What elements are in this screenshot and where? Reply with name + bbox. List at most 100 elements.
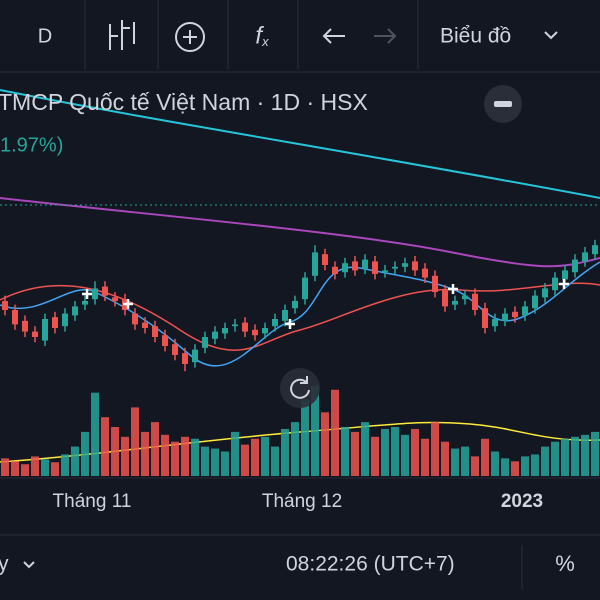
add-button[interactable]: [175, 22, 205, 52]
candle-body: [92, 288, 98, 300]
candle-body: [242, 322, 248, 332]
candle-body: [392, 266, 398, 269]
volume-bar: [311, 385, 319, 476]
volume-bar: [351, 431, 359, 476]
volume-bar: [451, 448, 459, 476]
volume-bar: [21, 464, 29, 476]
volume-bar: [31, 456, 39, 476]
range-button[interactable]: y: [0, 553, 9, 576]
ma-long: [0, 89, 600, 199]
volume-bar: [111, 427, 119, 476]
volume-bar: [421, 438, 429, 476]
volume-bar: [91, 392, 99, 476]
volume-bar: [501, 458, 509, 476]
volume-bar: [371, 436, 379, 476]
volume-bar: [331, 389, 339, 476]
candle-body: [582, 252, 588, 262]
volume-bar: [541, 446, 549, 476]
volume-bar: [361, 422, 369, 476]
candle-body: [272, 319, 278, 327]
x-label: Tháng 12: [262, 491, 342, 512]
candle-body: [162, 335, 168, 346]
volume-bar: [141, 431, 149, 476]
volume-bar: [51, 462, 59, 476]
volume-bar: [121, 436, 129, 476]
x-label: 2023: [501, 491, 543, 512]
volume-bar: [281, 428, 289, 476]
candle-body: [332, 266, 338, 274]
volume-bar: [401, 434, 409, 476]
candle-body: [542, 288, 548, 298]
chart-type-button[interactable]: Biểu đồ: [440, 25, 511, 48]
candle-body: [152, 326, 158, 337]
volume-bar: [11, 461, 19, 476]
volume-bar: [511, 461, 519, 476]
signal-markers: [82, 279, 569, 329]
volume-bar: [591, 431, 599, 476]
candle-body: [22, 320, 28, 332]
price-change: 1.97%): [0, 134, 63, 156]
indicator-icon[interactable]: [109, 20, 135, 50]
candle-body: [172, 344, 178, 355]
candle-body: [142, 322, 148, 328]
candle-body: [302, 277, 308, 300]
candle-body: [312, 252, 318, 276]
volume-bar: [151, 422, 159, 476]
volume-bar: [381, 428, 389, 476]
candle-body: [402, 263, 408, 267]
candle-body: [362, 259, 368, 269]
candle-body: [342, 263, 348, 273]
candle-body: [12, 310, 18, 325]
candle-body: [42, 319, 48, 341]
candle-body: [262, 328, 268, 334]
volume-bar: [61, 454, 69, 476]
candle-body: [2, 301, 8, 310]
toolbar: D fx Biểu đồ: [0, 0, 600, 73]
candle-body: [232, 324, 238, 327]
volume-bar: [241, 444, 249, 476]
candles: [1, 239, 599, 476]
volume-bar: [161, 434, 169, 476]
candle-body: [472, 293, 478, 310]
volume-bar: [551, 441, 559, 476]
volume-bar: [301, 399, 309, 476]
candle-body: [532, 295, 538, 309]
volume-bar: [221, 451, 229, 476]
redo-button[interactable]: [374, 28, 397, 44]
candle-body: [552, 277, 558, 291]
candle-body: [352, 261, 358, 271]
volume-bar: [491, 451, 499, 476]
volume-bar: [41, 459, 49, 476]
volume-bar: [211, 448, 219, 476]
candle-body: [222, 328, 228, 334]
volume-bar: [251, 438, 259, 476]
candle-body: [382, 270, 388, 273]
volume-bar: [81, 431, 89, 476]
volume-bar: [271, 446, 279, 476]
volume-bar: [431, 422, 439, 476]
percent-button[interactable]: %: [555, 551, 575, 576]
reset-button[interactable]: [280, 368, 320, 408]
ma-slow: [0, 282, 600, 351]
volume-bar: [131, 407, 139, 476]
candle-body: [192, 349, 198, 363]
range-dropdown: [23, 561, 35, 569]
interval-button[interactable]: D: [38, 25, 52, 47]
volume-bar: [571, 436, 579, 476]
volume-bar: [531, 454, 539, 476]
volume-bar: [341, 427, 349, 476]
volume-bar: [411, 428, 419, 476]
candle-body: [572, 259, 578, 273]
volume-bar: [201, 446, 209, 476]
candle-body: [102, 286, 108, 296]
volume-bar: [481, 438, 489, 476]
candle-body: [212, 331, 218, 339]
candle-body: [32, 331, 38, 337]
volume-bar: [181, 436, 189, 476]
candle-body: [322, 254, 328, 265]
volume-bar: [441, 441, 449, 476]
undo-button[interactable]: [322, 28, 345, 44]
candle-body: [442, 290, 448, 307]
volume-bar: [261, 436, 269, 476]
candle-body: [372, 261, 378, 274]
